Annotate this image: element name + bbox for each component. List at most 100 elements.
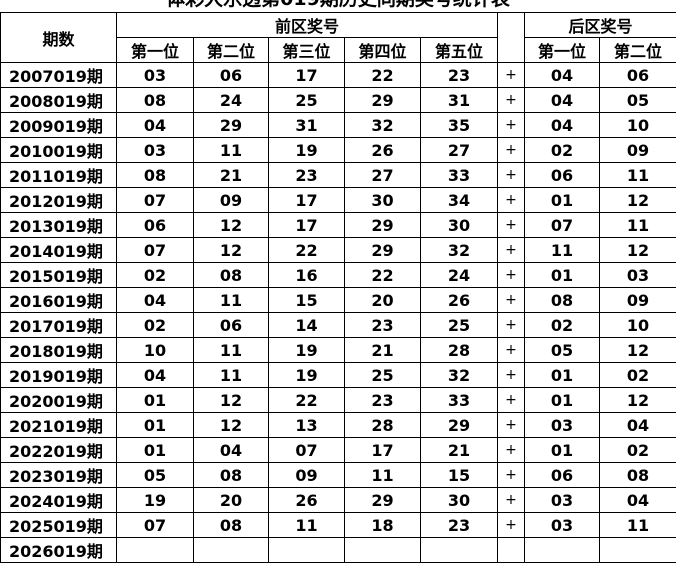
title: 体彩大乐透第019期历史同期奖号统计表 (0, 0, 676, 12)
period-header: 期数 (0, 12, 117, 63)
period-cell: 2009019期 (0, 112, 117, 138)
period-cell: 2012019期 (0, 187, 117, 213)
number-cell (524, 537, 601, 563)
number-cell: 02 (524, 312, 601, 338)
number-cell: 17 (344, 437, 421, 463)
table-row: 2017019期 02 06 14 23 25 +02 10 (0, 312, 676, 338)
number-cell: 03 (524, 487, 601, 513)
number-cell: 25 (344, 362, 421, 388)
number-cell: 32 (419, 362, 499, 388)
number-cell (344, 537, 421, 563)
number-cell: 32 (344, 112, 421, 138)
number-cell: 09 (268, 462, 345, 488)
number-cell: 29 (344, 237, 421, 263)
number-cell: 20 (193, 487, 269, 513)
number-cell: 01 (524, 362, 601, 388)
number-cell: 29 (419, 412, 499, 438)
position-header: 第三位 (268, 37, 345, 63)
number-cell: 08 (193, 262, 269, 288)
number-cell: 12 (599, 387, 676, 413)
table-row: 2013019期 06 12 17 29 30 +07 11 (0, 212, 676, 238)
period-cell: 2015019期 (0, 262, 117, 288)
number-cell: 31 (419, 87, 499, 113)
table-row: 2023019期 05 08 09 11 15 +06 08 (0, 462, 676, 488)
number-cell: 04 (116, 362, 194, 388)
number-cell: 11 (599, 212, 676, 238)
number-cell: 30 (344, 187, 421, 213)
number-cell: 11 (268, 512, 345, 538)
plus-cell: + (497, 212, 526, 238)
number-cell: 11 (599, 162, 676, 188)
number-cell: 06 (599, 62, 676, 88)
number-cell: 30 (419, 212, 499, 238)
number-cell: 26 (419, 287, 499, 313)
table-row: 2022019期 01 04 07 17 21 +01 02 (0, 437, 676, 463)
number-cell: 16 (268, 262, 345, 288)
number-cell: 29 (344, 212, 421, 238)
number-cell: 11 (524, 237, 601, 263)
table-row: 2008019期 08 24 25 29 31 +04 05 (0, 87, 676, 113)
number-cell: 28 (419, 337, 499, 363)
period-cell: 2014019期 (0, 237, 117, 263)
number-cell: 22 (268, 387, 345, 413)
number-cell: 06 (193, 312, 269, 338)
table-row: 2010019期 03 11 19 26 27 +02 09 (0, 137, 676, 163)
number-cell: 29 (193, 112, 269, 138)
number-cell: 35 (419, 112, 499, 138)
table-row: 2021019期 01 12 13 28 29 +03 04 (0, 412, 676, 438)
period-cell: 2017019期 (0, 312, 117, 338)
plus-cell (497, 537, 526, 563)
number-cell: 12 (193, 412, 269, 438)
period-cell: 2019019期 (0, 362, 117, 388)
number-cell: 01 (524, 262, 601, 288)
period-cell: 2021019期 (0, 412, 117, 438)
number-cell: 04 (524, 62, 601, 88)
position-header: 第一位 (524, 37, 601, 63)
number-cell (193, 537, 269, 563)
period-cell: 2010019期 (0, 137, 117, 163)
table-row: 2019019期 04 11 19 25 32 +01 02 (0, 362, 676, 388)
period-cell: 2008019期 (0, 87, 117, 113)
period-cell: 2013019期 (0, 212, 117, 238)
period-cell: 2016019期 (0, 287, 117, 313)
number-cell: 21 (419, 437, 499, 463)
number-cell: 08 (524, 287, 601, 313)
number-cell: 19 (268, 137, 345, 163)
plus-cell: + (497, 62, 526, 88)
number-cell: 11 (193, 337, 269, 363)
number-cell (268, 537, 345, 563)
number-cell: 01 (116, 412, 194, 438)
number-cell: 12 (599, 187, 676, 213)
number-cell: 11 (599, 512, 676, 538)
number-cell: 10 (599, 312, 676, 338)
number-cell: 08 (599, 462, 676, 488)
number-cell: 17 (268, 212, 345, 238)
number-cell: 21 (193, 162, 269, 188)
number-cell: 27 (419, 137, 499, 163)
number-cell: 01 (524, 387, 601, 413)
position-header: 第二位 (599, 37, 676, 63)
table-row: 2014019期 07 12 22 29 32 +11 12 (0, 237, 676, 263)
number-cell: 03 (524, 512, 601, 538)
number-cell: 02 (599, 437, 676, 463)
plus-cell: + (497, 337, 526, 363)
number-cell: 12 (599, 237, 676, 263)
back-header: 后区奖号 (524, 12, 676, 38)
number-cell: 11 (193, 362, 269, 388)
number-cell: 09 (599, 137, 676, 163)
number-cell: 23 (268, 162, 345, 188)
table-row: 2012019期 07 09 17 30 34 +01 12 (0, 187, 676, 213)
period-cell: 2007019期 (0, 62, 117, 88)
table-row: 2018019期 10 11 19 21 28 +05 12 (0, 337, 676, 363)
number-cell: 12 (193, 387, 269, 413)
number-cell: 12 (193, 212, 269, 238)
draw-table: 期数 前区奖号 后区奖号 第一位 第二位 第三位 第四位 第五位 第一位 第二位 2007019期 0… (0, 12, 676, 563)
number-cell: 12 (193, 237, 269, 263)
table-row: 2020019期 01 12 22 23 33 +01 12 (0, 387, 676, 413)
number-cell: 11 (193, 287, 269, 313)
number-cell: 02 (116, 262, 194, 288)
number-cell: 26 (344, 137, 421, 163)
number-cell: 01 (116, 437, 194, 463)
plus-cell: + (497, 387, 526, 413)
number-cell: 30 (419, 487, 499, 513)
